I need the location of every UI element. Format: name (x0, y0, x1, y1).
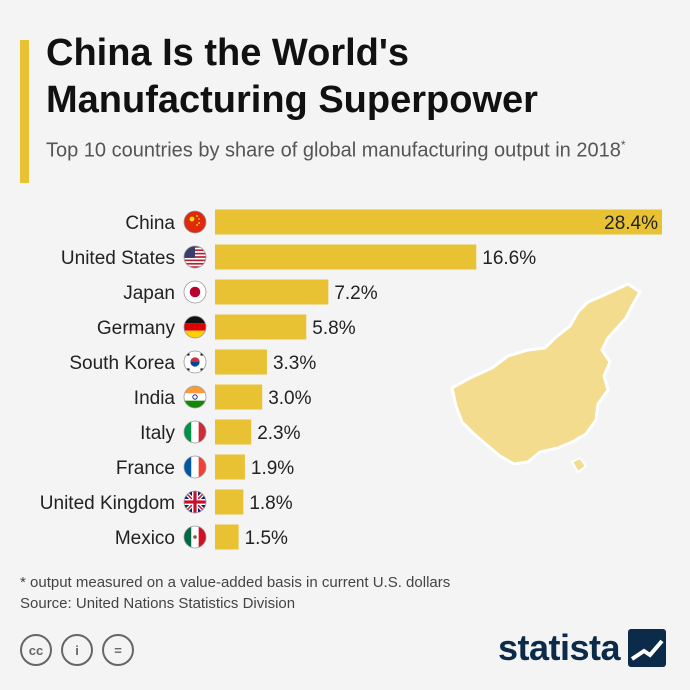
bar (215, 384, 263, 410)
statista-brand[interactable]: statista (498, 627, 667, 668)
bar (215, 524, 239, 550)
bar (215, 454, 245, 480)
license-icons: cc i = (20, 634, 134, 666)
subtitle-text: Top 10 countries by share of global manu… (46, 139, 621, 162)
title-accent-bar (20, 40, 29, 183)
category-label: India (134, 388, 176, 409)
china-map-shape (450, 282, 642, 466)
value-label: 2.3% (257, 423, 300, 444)
footnote: * output measured on a value-added basis… (20, 574, 451, 591)
value-label: 7.2% (334, 283, 377, 304)
france-flag-icon (183, 455, 207, 479)
italy-flag-icon (183, 420, 207, 444)
category-label: China (125, 213, 175, 234)
china-map-icon (450, 282, 642, 474)
bar-chart: China 28.4% United States 16.6% Japan 7.2% Ger… (40, 209, 662, 550)
bar (215, 244, 477, 270)
cc-icon[interactable]: cc (20, 634, 52, 666)
uk-flag-icon (183, 490, 207, 514)
india-flag-icon (183, 385, 207, 409)
value-label: 3.0% (268, 388, 311, 409)
no-derivatives-icon[interactable]: = (102, 634, 134, 666)
bar (215, 209, 662, 235)
page-title: China Is the World's Manufacturing Super… (46, 32, 538, 121)
mexico-flag-icon (183, 525, 207, 549)
value-label: 28.4% (604, 213, 658, 234)
category-label: Mexico (115, 528, 175, 549)
value-label: 1.5% (245, 528, 288, 549)
value-label: 3.3% (273, 353, 316, 374)
source-note: Source: United Nations Statistics Divisi… (20, 595, 296, 612)
value-label: 16.6% (482, 248, 536, 269)
attribution-icon[interactable]: i (61, 634, 93, 666)
category-label: Italy (140, 423, 175, 444)
value-label: 1.8% (249, 493, 292, 514)
south-korea-flag-icon (183, 350, 207, 374)
category-label: France (116, 458, 175, 479)
bar (215, 349, 267, 375)
statista-logo-icon (628, 629, 667, 667)
category-label: United Kingdom (40, 493, 175, 514)
subtitle-marker: * (620, 138, 626, 152)
bar (215, 314, 307, 340)
category-label: United States (61, 248, 175, 269)
brand-name: statista (498, 627, 621, 668)
us-flag-icon (183, 245, 207, 269)
page-subtitle: Top 10 countries by share of global manu… (46, 133, 646, 164)
bars: China 28.4% United States 16.6% Japan 7.2% Ger… (40, 209, 662, 550)
japan-flag-icon (183, 280, 207, 304)
category-label: Germany (97, 318, 176, 339)
value-label: 5.8% (312, 318, 355, 339)
germany-flag-icon (183, 315, 207, 339)
category-label: Japan (123, 283, 175, 304)
bar (215, 419, 252, 445)
bar (215, 279, 329, 305)
bar (215, 489, 244, 515)
category-label: South Korea (69, 353, 175, 374)
value-label: 1.9% (251, 458, 294, 479)
china-flag-icon (183, 210, 207, 234)
hainan-island-shape (570, 456, 588, 474)
